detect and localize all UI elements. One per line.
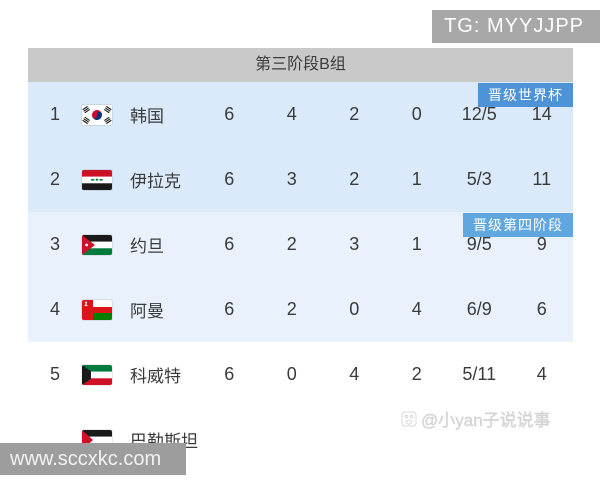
won: 0 bbox=[286, 364, 297, 384]
table-row-kuwait[interactable]: 5 科威特 6 0 4 2 5/11 4 bbox=[28, 342, 573, 407]
points: 9 bbox=[536, 234, 547, 254]
group-title: 第三阶段B组 bbox=[28, 48, 573, 82]
jordan-flag-icon bbox=[82, 234, 112, 255]
lost: 0 bbox=[411, 104, 422, 124]
drawn: 3 bbox=[349, 234, 360, 254]
points: 11 bbox=[532, 169, 552, 189]
promotion-badge-fourth-stage: 晋级第四阶段 bbox=[463, 213, 573, 237]
rank: 2 bbox=[49, 169, 60, 189]
table-row-iraq[interactable]: 2 伊拉克 6 3 2 1 5/3 11 bbox=[28, 147, 573, 212]
played: 6 bbox=[224, 169, 235, 189]
table-row-oman[interactable]: 4 阿曼 6 2 0 4 6/9 6 bbox=[28, 277, 573, 342]
drawn: 2 bbox=[349, 104, 360, 124]
team-name: 伊拉克 bbox=[130, 172, 181, 191]
goals: 5/11 bbox=[462, 364, 497, 384]
won: 2 bbox=[286, 234, 297, 254]
rank: 1 bbox=[49, 104, 60, 124]
points: 4 bbox=[536, 364, 547, 384]
team-name: 韩国 bbox=[130, 107, 164, 126]
oman-flag-icon bbox=[82, 299, 112, 320]
team-name: 阿曼 bbox=[130, 302, 164, 321]
drawn: 4 bbox=[349, 364, 360, 384]
played: 6 bbox=[224, 299, 235, 319]
drawn: 0 bbox=[349, 299, 360, 319]
lost: 4 bbox=[411, 299, 422, 319]
points: 14 bbox=[531, 104, 552, 124]
tg-watermark: TG: MYYJJPP bbox=[432, 10, 600, 43]
rank: 3 bbox=[49, 234, 60, 254]
played: 6 bbox=[224, 234, 235, 254]
author-watermark: @小yan子说说事 bbox=[401, 406, 551, 431]
played: 6 bbox=[224, 104, 235, 124]
south-korea-flag-icon bbox=[82, 104, 112, 125]
paw-icon bbox=[401, 411, 417, 426]
iraq-flag-icon bbox=[82, 169, 112, 190]
lost: 1 bbox=[411, 169, 422, 189]
won: 2 bbox=[286, 299, 297, 319]
table-rows: 晋级世界杯 晋级第四阶段 1 韩国 6 bbox=[28, 82, 573, 472]
standings-table: 第三阶段B组 晋级世界杯 晋级第四阶段 1 bbox=[28, 48, 573, 472]
drawn: 2 bbox=[349, 169, 360, 189]
lost: 2 bbox=[411, 364, 422, 384]
rank: 5 bbox=[49, 364, 60, 384]
site-watermark: www.sccxkc.com bbox=[0, 443, 186, 475]
promotion-badge-world-cup: 晋级世界杯 bbox=[478, 83, 573, 107]
goals: 6/9 bbox=[466, 299, 492, 319]
won: 3 bbox=[286, 169, 297, 189]
won: 4 bbox=[286, 104, 297, 124]
team-name: 约旦 bbox=[130, 237, 164, 256]
team-name: 科威特 bbox=[130, 367, 181, 386]
rank: 4 bbox=[49, 299, 60, 319]
goals: 9/5 bbox=[466, 234, 492, 254]
kuwait-flag-icon bbox=[82, 364, 112, 385]
lost: 1 bbox=[411, 234, 422, 254]
points: 6 bbox=[536, 299, 547, 319]
author-watermark-text: @小yan子说说事 bbox=[421, 411, 551, 430]
played: 6 bbox=[224, 364, 235, 384]
goals: 5/3 bbox=[466, 169, 492, 189]
goals: 12/5 bbox=[461, 104, 497, 124]
